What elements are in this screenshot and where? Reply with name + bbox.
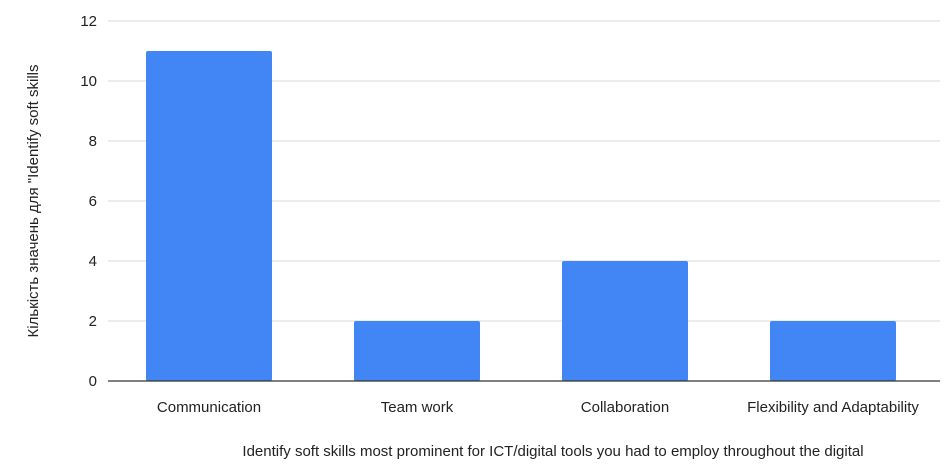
x-category-labels: Communication Team work Collaboration Flexi… [157, 399, 919, 416]
x-category-label: Team work [381, 399, 454, 416]
y-tick-label: 12 [80, 13, 97, 30]
x-axis-title: Identify soft skills most prominent for … [242, 443, 863, 460]
y-tick-labels: 0 2 4 6 8 10 12 [80, 13, 97, 390]
bar [770, 321, 896, 381]
y-tick-label: 10 [80, 73, 97, 90]
x-category-label: Communication [157, 399, 261, 416]
y-tick-label: 0 [89, 373, 97, 390]
y-tick-label: 2 [89, 313, 97, 330]
bar [146, 51, 272, 381]
y-tick-label: 4 [89, 253, 97, 270]
x-category-label: Flexibility and Adaptability [747, 399, 919, 416]
y-axis-title: Кількість значень для "Identify soft ski… [25, 65, 42, 338]
y-tick-label: 8 [89, 133, 97, 150]
bars [146, 51, 896, 381]
bar [562, 261, 688, 381]
y-tick-label: 6 [89, 193, 97, 210]
bar [354, 321, 480, 381]
x-category-label: Collaboration [581, 399, 669, 416]
